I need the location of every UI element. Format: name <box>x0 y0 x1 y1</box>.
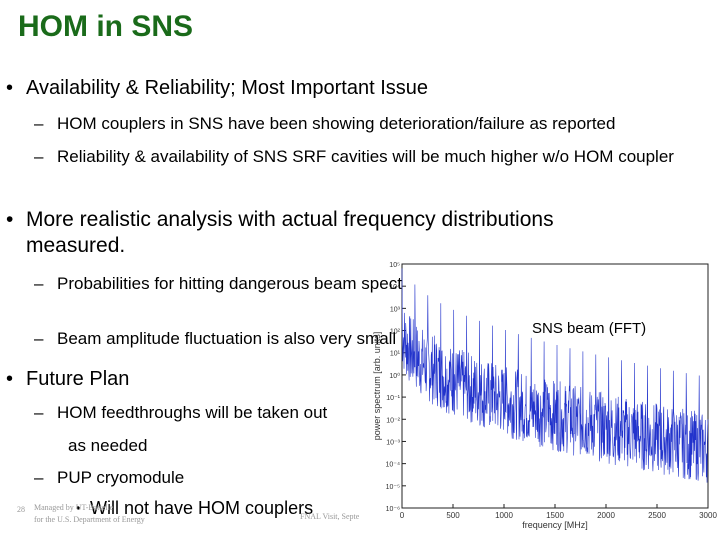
dash: – <box>34 274 44 293</box>
chart-xlabel: frequency [MHz] <box>522 520 588 530</box>
bullet-3-text: Future Plan <box>26 368 130 390</box>
footer-managed-by: Managed by UT-Battelle <box>34 503 114 512</box>
sub-text: as needed <box>68 436 148 455</box>
footer-event: FNAL Visit, Septe <box>300 512 360 521</box>
sub-text: HOM couplers in SNS have been showing de… <box>57 114 616 133</box>
dash: – <box>34 147 44 166</box>
spectrum-trace <box>401 268 709 483</box>
x-tick-label: 2500 <box>648 511 666 520</box>
y-tick-label: 10² <box>390 329 401 336</box>
slide-title: HOM in SNS <box>18 10 194 43</box>
y-tick-label: 10⁰ <box>389 372 400 380</box>
y-tick-label: 10⁵ <box>389 262 400 269</box>
y-tick-label: 10⁻¹ <box>386 395 400 402</box>
sub-text: HOM feedthroughs will be taken out <box>57 403 328 422</box>
footer-dept: for the U.S. Department of Energy <box>34 515 145 524</box>
sub-text: Reliability & availability of SNS SRF ca… <box>57 147 674 166</box>
x-tick-label: 2000 <box>597 511 615 520</box>
y-tick-label: 10⁴ <box>389 284 400 291</box>
bullet-dot: • <box>6 77 14 99</box>
y-tick-label: 10⁻⁵ <box>386 484 400 491</box>
page-number: 28 <box>17 505 25 514</box>
bullet-2-text: More realistic analysis with actual freq… <box>26 208 554 257</box>
chart-ylabel: power spectrum [arb. units] <box>372 332 382 441</box>
y-tick-label: 10³ <box>390 306 401 313</box>
sub-text: Will not have HOM couplers <box>90 498 314 518</box>
y-tick-label: 10⁻² <box>386 417 400 424</box>
dash: – <box>34 329 44 348</box>
chart-series <box>401 268 709 483</box>
bullet-dot: • <box>6 208 14 231</box>
chart-label: SNS beam (FFT) <box>532 320 647 337</box>
x-tick-label: 1500 <box>546 511 564 520</box>
bullet-dot: • <box>6 368 14 390</box>
chart-ticks: 0 500 1000 1500 2000 2500 3000 10⁻⁶ 10⁻⁵ 10⁻⁴ 10⁻³… <box>386 262 718 520</box>
sub-text: Beam amplitude fluctuation is also very … <box>57 329 397 348</box>
y-tick-label: 10⁻³ <box>386 439 400 446</box>
fft-chart: 0 500 1000 1500 2000 2500 3000 10⁻⁶ 10⁻⁵ 10⁻⁴ 10⁻³… <box>372 262 718 530</box>
x-tick-label: 0 <box>400 511 405 520</box>
dash: – <box>34 468 44 487</box>
sub-text: PUP cryomodule <box>57 468 185 487</box>
x-tick-label: 1000 <box>495 511 513 520</box>
x-tick-label: 500 <box>446 511 460 520</box>
bullet-1-text: Availability & Reliability; Most Importa… <box>26 77 429 99</box>
y-tick-label: 10¹ <box>390 351 401 358</box>
x-tick-label: 3000 <box>699 511 717 520</box>
y-tick-label: 10⁻⁶ <box>386 506 400 513</box>
bullet-dot: • <box>76 501 81 515</box>
dash: – <box>34 114 44 133</box>
dash: – <box>34 403 44 422</box>
y-tick-label: 10⁻⁴ <box>386 462 401 469</box>
